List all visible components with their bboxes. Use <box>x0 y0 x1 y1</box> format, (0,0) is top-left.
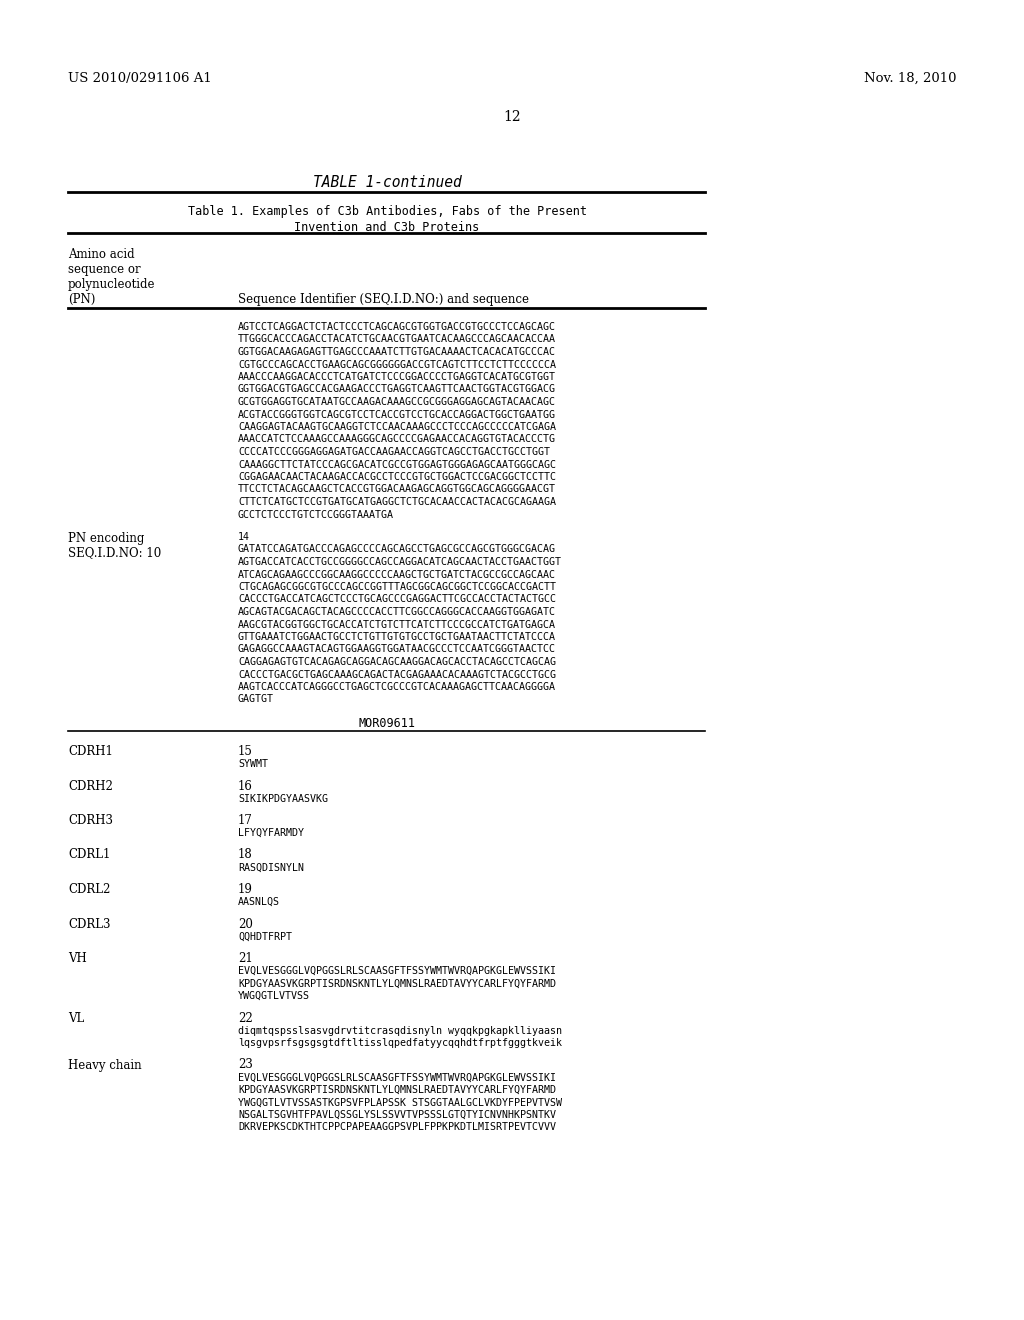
Text: lqsgvpsrfsgsgsgtdftltisslqpedfatyycqqhdtfrptfgggtkveik: lqsgvpsrfsgsgsgtdftltisslqpedfatyycqqhdt… <box>238 1038 562 1048</box>
Text: CDRL2: CDRL2 <box>68 883 111 896</box>
Text: GGTGGACGTGAGCCACGAAGACCCTGAGGTCAAGTTCAACTGGTACGTGGACG: GGTGGACGTGAGCCACGAAGACCCTGAGGTCAAGTTCAAC… <box>238 384 556 395</box>
Text: CAAGGAGTACAAGTGCAAGGTCTCCAACAAAGCCCTCCCAGCCCCCATCGAGA: CAAGGAGTACAAGTGCAAGGTCTCCAACAAAGCCCTCCCA… <box>238 422 556 432</box>
Text: CAAAGGCTTCTATCCCAGCGACATCGCCGTGGAGTGGGAGAGCAATGGGCAGC: CAAAGGCTTCTATCCCAGCGACATCGCCGTGGAGTGGGAG… <box>238 459 556 470</box>
Text: EVQLVESGGGLVQPGGSLRLSCAASGFTFSSYWMTWVRQAPGKGLEWVSSIKI: EVQLVESGGGLVQPGGSLRLSCAASGFTFSSYWMTWVRQA… <box>238 966 556 975</box>
Text: CCCCATCCCGGGAGGAGATGACCAAGAACCAGGTCAGCCTGACCTGCCTGGT: CCCCATCCCGGGAGGAGATGACCAAGAACCAGGTCAGCCT… <box>238 447 550 457</box>
Text: KPDGYAASVKGRPTISRDNSKNTLYLQMNSLRAEDTAVYYCARLFYQYFARMD: KPDGYAASVKGRPTISRDNSKNTLYLQMNSLRAEDTAVYY… <box>238 978 556 989</box>
Text: CDRH2: CDRH2 <box>68 780 113 792</box>
Text: AGCAGTACGACAGCTACAGCCCCACCTTCGGCCAGGGCACCAAGGTGGAGATC: AGCAGTACGACAGCTACAGCCCCACCTTCGGCCAGGGCAC… <box>238 607 556 616</box>
Text: SEQ.I.D.NO: 10: SEQ.I.D.NO: 10 <box>68 546 161 558</box>
Text: (PN): (PN) <box>68 293 95 306</box>
Text: RASQDISNYLN: RASQDISNYLN <box>238 862 304 873</box>
Text: 15: 15 <box>238 744 253 758</box>
Text: polynucleotide: polynucleotide <box>68 279 156 290</box>
Text: CGGAGAACAACTACAAGACCACGCCTCCCGTGCTGGACTCCGACGGCTCCTTC: CGGAGAACAACTACAAGACCACGCCTCCCGTGCTGGACTC… <box>238 473 556 482</box>
Text: GGTGGACAAGAGAGTTGAGCCCAAATCTTGTGACAAAACTCACACATGCCCAC: GGTGGACAAGAGAGTTGAGCCCAAATCTTGTGACAAAACT… <box>238 347 556 356</box>
Text: GAGAGGCCAAAGTACAGTGGAAGGTGGATAACGCCCTCCAATCGGGTAACTCC: GAGAGGCCAAAGTACAGTGGAAGGTGGATAACGCCCTCCA… <box>238 644 556 655</box>
Text: 22: 22 <box>238 1011 253 1024</box>
Text: US 2010/0291106 A1: US 2010/0291106 A1 <box>68 73 212 84</box>
Text: DKRVEPKSCDKTHTCPPCPAPEAAGGPSVPLFPPKPKDTLMISRTPEVTCVVV: DKRVEPKSCDKTHTCPPCPAPEAAGGPSVPLFPPKPKDTL… <box>238 1122 556 1133</box>
Text: 16: 16 <box>238 780 253 792</box>
Text: Amino acid: Amino acid <box>68 248 134 261</box>
Text: CDRL1: CDRL1 <box>68 849 111 862</box>
Text: SYWMT: SYWMT <box>238 759 268 770</box>
Text: Invention and C3b Proteins: Invention and C3b Proteins <box>294 220 479 234</box>
Text: 19: 19 <box>238 883 253 896</box>
Text: GCGTGGAGGTGCATAATGCCAAGACAAAGCCGCGGGAGGAGCAGTACAACAGC: GCGTGGAGGTGCATAATGCCAAGACAAAGCCGCGGGAGGA… <box>238 397 556 407</box>
Text: VL: VL <box>68 1011 84 1024</box>
Text: Table 1. Examples of C3b Antibodies, Fabs of the Present: Table 1. Examples of C3b Antibodies, Fab… <box>187 205 587 218</box>
Text: CDRL3: CDRL3 <box>68 917 111 931</box>
Text: 18: 18 <box>238 849 253 862</box>
Text: PN encoding: PN encoding <box>68 532 144 545</box>
Text: CAGGAGAGTGTCACAGAGCAGGACAGCAAGGACAGCACCTACAGCCTCAGCAG: CAGGAGAGTGTCACAGAGCAGGACAGCAAGGACAGCACCT… <box>238 657 556 667</box>
Text: AAACCATCTCCAAAGCCAAAGGGCAGCCCCGAGAACCACAGGTGTACACCCTG: AAACCATCTCCAAAGCCAAAGGGCAGCCCCGAGAACCACA… <box>238 434 556 445</box>
Text: TABLE 1-continued: TABLE 1-continued <box>312 176 462 190</box>
Text: CDRH1: CDRH1 <box>68 744 113 758</box>
Text: AGTGACCATCACCTGCCGGGGCCAGCCAGGACATCAGCAACTACCTGAACTGGT: AGTGACCATCACCTGCCGGGGCCAGCCAGGACATCAGCAA… <box>238 557 562 568</box>
Text: CACCCTGACGCTGAGCAAAGCAGACTACGAGAAACACAAAGTCTACGCCTGCG: CACCCTGACGCTGAGCAAAGCAGACTACGAGAAACACAAA… <box>238 669 556 680</box>
Text: Sequence Identifier (SEQ.I.D.NO:) and sequence: Sequence Identifier (SEQ.I.D.NO:) and se… <box>238 293 529 306</box>
Text: ACGTACCGGGTGGTCAGCGTCCTCACCGTCCTGCACCAGGACTGGCTGAATGG: ACGTACCGGGTGGTCAGCGTCCTCACCGTCCTGCACCAGG… <box>238 409 556 420</box>
Text: QQHDTFRPT: QQHDTFRPT <box>238 932 292 941</box>
Text: diqmtqspsslsasvgdrvtitcrasqdisnyln wyqqkpgkapklliyaasn: diqmtqspsslsasvgdrvtitcrasqdisnyln wyqqk… <box>238 1026 562 1035</box>
Text: TTCCTCTACAGCAAGCTCACCGTGGACAAGAGCAGGTGGCAGCAGGGGAACGT: TTCCTCTACAGCAAGCTCACCGTGGACAAGAGCAGGTGGC… <box>238 484 556 495</box>
Text: KPDGYAASVKGRPTISRDNSKNTLYLQMNSLRAEDTAVYYCARLFYQYFARMD: KPDGYAASVKGRPTISRDNSKNTLYLQMNSLRAEDTAVYY… <box>238 1085 556 1096</box>
Text: 23: 23 <box>238 1059 253 1072</box>
Text: AAACCCAAGGACACCCTCATGATCTCCCGGACCCCTGAGGTCACATGCGTGGT: AAACCCAAGGACACCCTCATGATCTCCCGGACCCCTGAGG… <box>238 372 556 381</box>
Text: CTTCTCATGCTCCGTGATGCATGAGGCTCTGCACAACCACTACACGCAGAAGA: CTTCTCATGCTCCGTGATGCATGAGGCTCTGCACAACCAC… <box>238 498 556 507</box>
Text: 14: 14 <box>238 532 250 543</box>
Text: GATATCCAGATGACCCAGAGCCCCAGCAGCCTGAGCGCCAGCGTGGGCGACAG: GATATCCAGATGACCCAGAGCCCCAGCAGCCTGAGCGCCA… <box>238 544 556 554</box>
Text: 12: 12 <box>503 110 521 124</box>
Text: NSGALTSGVHTFPAVLQSSGLYSLSSVVTVPSSSLGTQTYICNVNHKPSNTKV: NSGALTSGVHTFPAVLQSSGLYSLSSVVTVPSSSLGTQTY… <box>238 1110 556 1119</box>
Text: 17: 17 <box>238 814 253 828</box>
Text: CACCCTGACCATCAGCTCCCTGCAGCCCGAGGACTTCGCCACCTACTACTGCC: CACCCTGACCATCAGCTCCCTGCAGCCCGAGGACTTCGCC… <box>238 594 556 605</box>
Text: SIKIKPDGYAASVKG: SIKIKPDGYAASVKG <box>238 793 328 804</box>
Text: 20: 20 <box>238 917 253 931</box>
Text: AASNLQS: AASNLQS <box>238 898 280 907</box>
Text: GTTGAAATCTGGAACTGCCTCTGTTGTGTGCCTGCTGAATAACTTCTATCCCA: GTTGAAATCTGGAACTGCCTCTGTTGTGTGCCTGCTGAAT… <box>238 632 556 642</box>
Text: VH: VH <box>68 952 87 965</box>
Text: Heavy chain: Heavy chain <box>68 1059 141 1072</box>
Text: 21: 21 <box>238 952 253 965</box>
Text: TTGGGCACCCAGACCTACATCTGCAACGTGAATCACAAGCCCAGCAACACCAA: TTGGGCACCCAGACCTACATCTGCAACGTGAATCACAAGC… <box>238 334 556 345</box>
Text: Nov. 18, 2010: Nov. 18, 2010 <box>863 73 956 84</box>
Text: AAGCGTACGGTGGCTGCACCATCTGTCTTCATCTTCCCGCCATCTGATGAGCA: AAGCGTACGGTGGCTGCACCATCTGTCTTCATCTTCCCGC… <box>238 619 556 630</box>
Text: LFYQYFARMDY: LFYQYFARMDY <box>238 828 304 838</box>
Text: sequence or: sequence or <box>68 263 140 276</box>
Text: AAGTCACCCATCAGGGCCTGAGCTCGCCCGTCACAAAGAGCTTCAACAGGGGA: AAGTCACCCATCAGGGCCTGAGCTCGCCCGTCACAAAGAG… <box>238 682 556 692</box>
Text: YWGQGTLVTVSSASTKGPSVFPLAPSSK STSGGTAALGCLVKDYFPEPVTVSW: YWGQGTLVTVSSASTKGPSVFPLAPSSK STSGGTAALGC… <box>238 1097 562 1107</box>
Text: GCCTCTCCCTGTCTCCGGGTAAATGA: GCCTCTCCCTGTCTCCGGGTAAATGA <box>238 510 394 520</box>
Text: ATCAGCAGAAGCCCGGCAAGGCCCCCAAGCTGCTGATCTACGCCGCCAGCAAC: ATCAGCAGAAGCCCGGCAAGGCCCCCAAGCTGCTGATCTA… <box>238 569 556 579</box>
Text: GAGTGT: GAGTGT <box>238 694 274 705</box>
Text: MOR09611: MOR09611 <box>358 717 416 730</box>
Text: CGTGCCCAGCACCTGAAGCAGCGGGGGGACCGTCAGTCTTCCTCTTCCCCCCA: CGTGCCCAGCACCTGAAGCAGCGGGGGGACCGTCAGTCTT… <box>238 359 556 370</box>
Text: YWGQGTLVTVSS: YWGQGTLVTVSS <box>238 991 310 1001</box>
Text: AGTCCTCAGGACTCTACTCCCTCAGCAGCGTGGTGACCGTGCCCTCCAGCAGC: AGTCCTCAGGACTCTACTCCCTCAGCAGCGTGGTGACCGT… <box>238 322 556 333</box>
Text: CTGCAGAGCGGCGTGCCCAGCCGGTTTAGCGGCAGCGGCTCCGGCACCGACTT: CTGCAGAGCGGCGTGCCCAGCCGGTTTAGCGGCAGCGGCT… <box>238 582 556 591</box>
Text: EVQLVESGGGLVQPGGSLRLSCAASGFTFSSYWMTWVRQAPGKGLEWVSSIKI: EVQLVESGGGLVQPGGSLRLSCAASGFTFSSYWMTWVRQA… <box>238 1072 556 1082</box>
Text: CDRH3: CDRH3 <box>68 814 113 828</box>
